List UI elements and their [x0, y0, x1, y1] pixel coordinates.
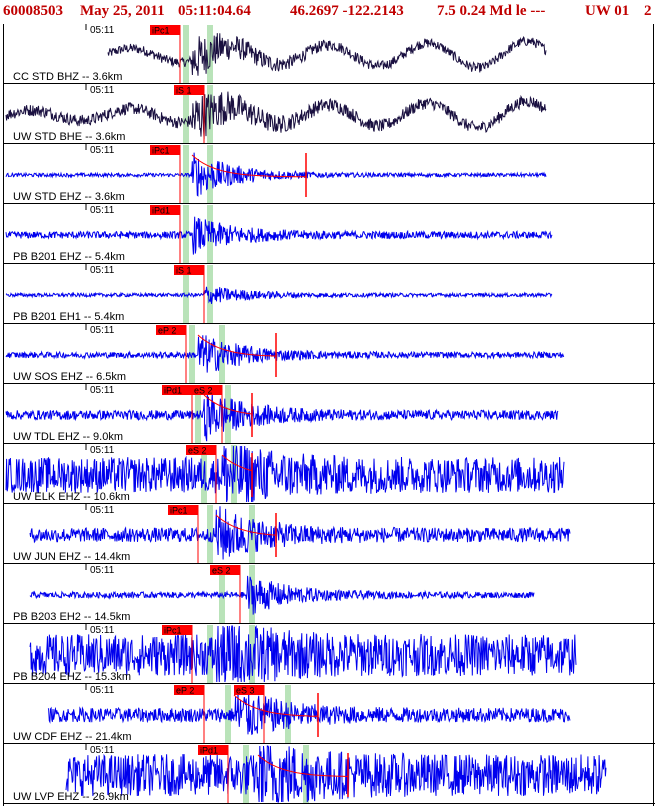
phase-pick-flag: [150, 145, 180, 155]
seismogram-trace: [29, 506, 571, 560]
coda-decay-curve: [197, 334, 277, 357]
time-tick-label: 05:11: [90, 145, 115, 156]
seismogram-trace: [5, 152, 547, 197]
time-tick-label: 05:11: [90, 445, 115, 456]
phase-window-band: [207, 145, 213, 204]
phase-pick-flag: [192, 385, 222, 395]
seismogram-panel: 05:11 iPc1 CC STD BHZ -- 3.6km 05:11 iS 1 UW …: [3, 24, 655, 806]
event-time: 05:11:04.64: [178, 3, 251, 19]
phase-pick-flag: [150, 205, 180, 215]
seismogram-trace: [5, 335, 565, 373]
station-label: UW CDF EHZ -- 21.4km: [13, 731, 132, 743]
station-label: CC STD BHZ -- 3.6km: [13, 71, 122, 83]
time-tick-label: 05:11: [90, 25, 115, 36]
phase-pick-label: eS 2: [212, 566, 231, 576]
phase-pick-label: eS 2: [188, 446, 207, 456]
seismogram-trace: [65, 745, 607, 803]
station-label: UW TDL EHZ -- 9.0km: [13, 431, 123, 443]
station-label: UW JUN EHZ -- 14.4km: [13, 551, 130, 563]
phase-pick-label: iPd1: [152, 206, 170, 216]
seismogram-trace: [47, 689, 571, 736]
seismogram-trace: [29, 575, 535, 615]
time-tick-label: 05:11: [90, 565, 115, 576]
coda-decay-curve: [215, 514, 277, 536]
time-tick-label: 05:11: [90, 745, 115, 756]
time-tick-label: 05:11: [90, 325, 115, 336]
event-id: 60008503: [3, 3, 63, 19]
event-header: 60008503 May 25, 2011 05:11:04.64 46.269…: [0, 0, 655, 24]
phase-pick-label: iS 1: [176, 86, 192, 96]
time-tick-label: 05:11: [90, 685, 115, 696]
phase-pick-flag: [174, 85, 204, 95]
station-label: UW SOS EHZ -- 6.5km: [13, 371, 126, 383]
time-tick-label: 05:11: [90, 85, 115, 96]
seismogram-trace: [5, 91, 547, 140]
phase-pick-label: iPd1: [200, 746, 218, 756]
station-label: UW LVP EHZ -- 26.9km: [13, 791, 129, 803]
station-label: UW STD BHE -- 3.6km: [13, 131, 125, 143]
phase-pick-label: eS 3: [236, 686, 255, 696]
phase-pick-label: eP 2: [176, 686, 194, 696]
phase-pick-label: iS 1: [176, 266, 192, 276]
event-coords: 46.2697 -122.2143: [290, 3, 404, 19]
station-label: UW STD EHZ -- 3.6km: [13, 191, 125, 203]
seismogram-trace: [5, 392, 559, 442]
station-label: PB B204 EHZ -- 15.3km: [13, 671, 131, 683]
phase-window-band: [249, 625, 255, 684]
phase-pick-flag: [150, 25, 180, 35]
phase-window-band: [183, 25, 189, 84]
phase-pick-label: iPd1: [164, 386, 182, 396]
phase-pick-flag: [162, 385, 192, 395]
phase-pick-flag: [210, 565, 240, 575]
event-date: May 25, 2011: [80, 3, 165, 19]
coda-decay-curve: [191, 154, 306, 178]
phase-pick-flag: [198, 745, 228, 755]
phase-pick-flag: [174, 265, 204, 275]
coda-decay-curve: [203, 394, 253, 415]
phase-window-band: [225, 385, 231, 444]
phase-window-band: [183, 85, 189, 144]
coda-decay-curve: [233, 694, 318, 717]
phase-pick-flag: [234, 685, 264, 695]
phase-pick-flag: [186, 445, 216, 455]
seismogram-trace: [29, 625, 577, 683]
phase-pick-label: iPc1: [152, 26, 170, 36]
time-tick-label: 05:11: [90, 265, 115, 276]
time-tick-label: 05:11: [90, 625, 115, 636]
seismogram-trace: [5, 445, 565, 503]
phase-pick-flag: [174, 685, 204, 695]
seismogram-trace: [5, 216, 553, 255]
time-tick-label: 05:11: [90, 505, 115, 516]
phase-pick-label: eS 2: [194, 386, 213, 396]
phase-pick-flag: [156, 325, 186, 335]
time-tick-label: 05:11: [90, 385, 115, 396]
network-code: UW 01: [585, 3, 630, 19]
phase-pick-label: iPc1: [164, 626, 182, 636]
phase-pick-label: iPc1: [152, 146, 170, 156]
seismogram-chart: 05:11 iPc1 CC STD BHZ -- 3.6km 05:11 iS 1 UW …: [4, 24, 655, 804]
coda-decay-curve: [221, 454, 253, 472]
phase-window-band: [207, 265, 213, 324]
station-label: PB B201 EHZ -- 5.4km: [13, 251, 125, 263]
station-label: PB B201 EH1 -- 5.4km: [13, 311, 124, 323]
coda-decay-curve: [257, 754, 349, 777]
station-label: PB B203 EH2 -- 14.5km: [13, 611, 130, 623]
phase-pick-label: iPc1: [170, 506, 188, 516]
phase-pick-flag: [168, 505, 198, 515]
time-tick-label: 05:11: [90, 205, 115, 216]
phase-pick-label: eP 2: [158, 326, 176, 336]
event-magnitude: 7.5 0.24 Md le ---: [437, 3, 546, 19]
seismogram-trace: [107, 33, 547, 76]
station-label: UW ELK EHZ -- 10.6km: [13, 491, 130, 503]
phase-pick-flag: [162, 625, 192, 635]
page-number: 2: [644, 3, 652, 19]
seismogram-trace: [5, 286, 553, 304]
